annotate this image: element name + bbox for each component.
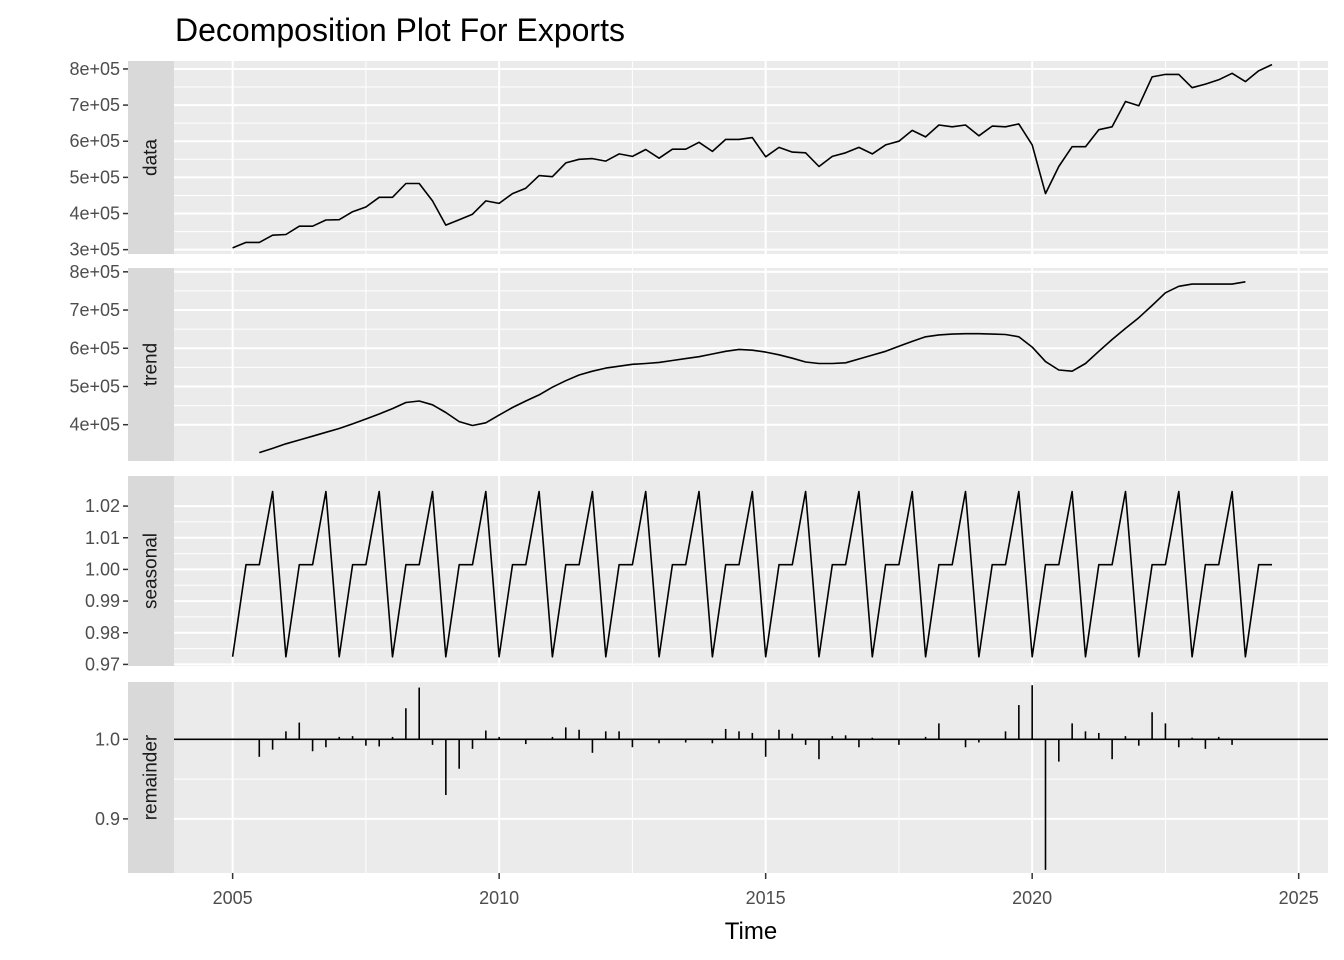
x-tick-label: 2025 [1279, 888, 1319, 908]
y-tick-label: 7e+05 [69, 300, 120, 320]
series-line-trend [259, 281, 1246, 454]
y-tick-label: 0.97 [85, 654, 120, 674]
y-tick-label: 4e+05 [69, 204, 120, 224]
y-tick-label: 7e+05 [69, 95, 120, 115]
x-tick-label: 2020 [1012, 888, 1052, 908]
y-tick-label: 6e+05 [69, 338, 120, 358]
y-tick-label: 6e+05 [69, 131, 120, 151]
panel-remainder: 0.9 1.0 remainder [95, 682, 1328, 873]
strip-background [128, 682, 174, 873]
panel-data: 3e+05 4e+05 5e+05 6e+05 7e+05 8e+05 data [69, 59, 1328, 260]
y-tick-label: 5e+05 [69, 376, 120, 396]
y-tick-label: 1.00 [85, 559, 120, 579]
x-axis-title: Time [725, 918, 777, 945]
strip-label-seasonal: seasonal [141, 533, 162, 609]
y-tick-label: 0.98 [85, 623, 120, 643]
panel-background [174, 682, 1328, 873]
y-tick-label: 1.0 [95, 729, 120, 749]
y-tick-label: 5e+05 [69, 167, 120, 187]
panel-trend: 4e+05 5e+05 6e+05 7e+05 8e+05 trend [69, 262, 1328, 461]
y-tick-label: 8e+05 [69, 59, 120, 79]
panel-background [174, 268, 1328, 461]
chart-title: Decomposition Plot For Exports [175, 12, 625, 48]
y-tick-label: 3e+05 [69, 240, 120, 260]
panel-background [174, 61, 1328, 254]
strip-background [128, 268, 174, 461]
strip-label-remainder: remainder [141, 734, 162, 820]
strip-label-trend: trend [141, 343, 162, 386]
y-tick-label: 1.01 [85, 528, 120, 548]
strip-background [128, 476, 174, 666]
strip-label-data: data [141, 139, 162, 176]
y-tick-label: 1.02 [85, 496, 120, 516]
panel-background [174, 476, 1328, 666]
panel-seasonal: 0.97 0.98 0.99 1.00 1.01 1.02 seasonal [85, 476, 1328, 674]
x-tick-label: 2015 [746, 888, 786, 908]
x-axis: 2005 2010 2015 2020 2025 [213, 873, 1319, 908]
y-tick-label: 4e+05 [69, 415, 120, 435]
series-line-seasonal [231, 490, 1272, 658]
strip-background [128, 61, 174, 254]
y-tick-label: 8e+05 [69, 262, 120, 282]
panels-group: 3e+05 4e+05 5e+05 6e+05 7e+05 8e+05 data 4e+05 5… [69, 59, 1328, 873]
series-line-data [232, 63, 1273, 249]
x-tick-label: 2005 [213, 888, 253, 908]
y-tick-label: 0.9 [95, 809, 120, 829]
y-tick-label: 0.99 [85, 591, 120, 611]
x-tick-label: 2010 [479, 888, 519, 908]
